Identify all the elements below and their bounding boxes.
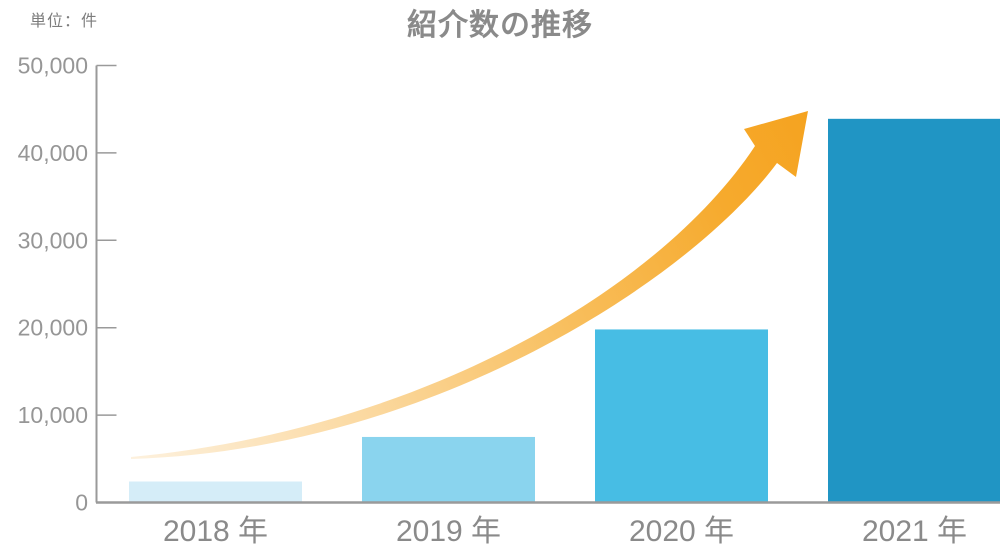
bars-layer [129, 118, 1000, 503]
y-tick-label: 40,000 [18, 140, 88, 166]
unit-label: 単位：件 [30, 13, 99, 30]
chart-title: 紹介数の推移 [407, 9, 593, 42]
bar-2019 [362, 436, 535, 503]
y-tick-label: 10,000 [18, 402, 88, 428]
x-tick-label: 2019 年 [396, 515, 501, 548]
x-tick-label: 2021 年 [862, 515, 967, 548]
x-tick-label: 2020 年 [629, 515, 734, 548]
bar-2021 [828, 118, 1000, 503]
x-tick-label: 2018 年 [163, 515, 268, 548]
y-tick-label: 0 [75, 490, 88, 516]
labels-layer: 0 10,000 20,000 30,000 40,000 50,000 2018 年 201… [18, 53, 967, 549]
y-tick-label: 20,000 [18, 315, 88, 341]
y-tick-label: 50,000 [18, 53, 88, 79]
bar-2018 [129, 481, 302, 503]
axis-layer [95, 64, 1000, 504]
y-tick-label: 30,000 [18, 227, 88, 253]
bar-2020 [595, 329, 768, 503]
